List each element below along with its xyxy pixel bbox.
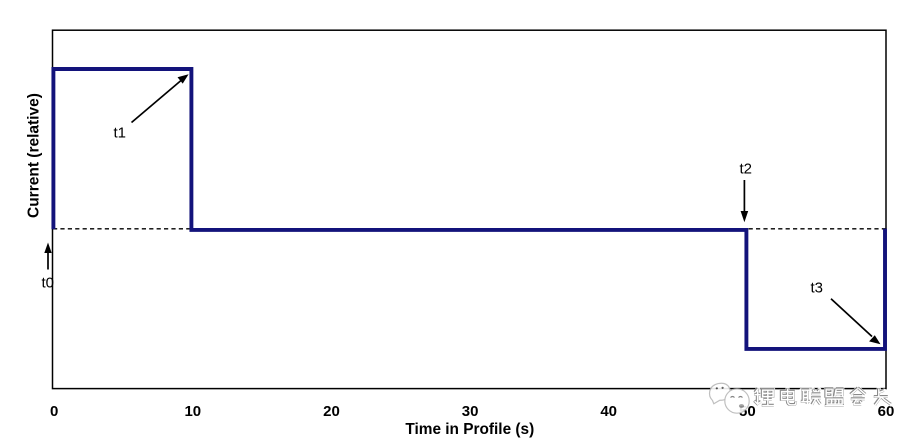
svg-text:30: 30 bbox=[462, 403, 479, 420]
svg-text:t3: t3 bbox=[811, 280, 824, 297]
svg-text:40: 40 bbox=[600, 403, 617, 420]
svg-text:t0: t0 bbox=[42, 275, 55, 292]
svg-text:Current (relative): Current (relative) bbox=[26, 93, 43, 218]
svg-text:60: 60 bbox=[878, 403, 895, 420]
svg-text:20: 20 bbox=[323, 403, 340, 420]
svg-text:t1: t1 bbox=[114, 125, 127, 142]
svg-text:10: 10 bbox=[184, 403, 201, 420]
svg-text:0: 0 bbox=[50, 403, 58, 420]
svg-text:t2: t2 bbox=[740, 161, 753, 178]
svg-text:Time in Profile (s): Time in Profile (s) bbox=[405, 421, 534, 438]
